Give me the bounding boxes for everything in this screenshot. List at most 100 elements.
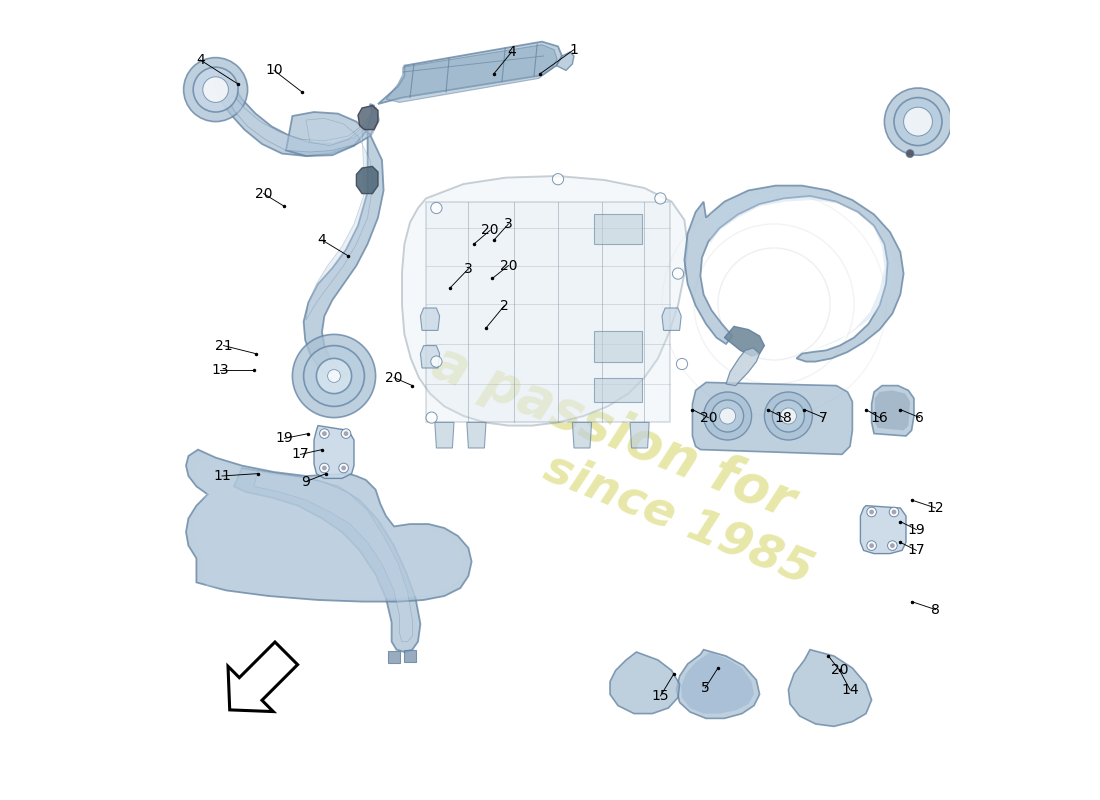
Text: 20: 20 xyxy=(830,663,848,678)
Circle shape xyxy=(867,507,877,517)
Circle shape xyxy=(552,174,563,185)
Polygon shape xyxy=(789,650,871,726)
Polygon shape xyxy=(402,176,688,426)
Polygon shape xyxy=(216,72,378,156)
Text: 4: 4 xyxy=(507,45,516,59)
Circle shape xyxy=(320,463,329,473)
Polygon shape xyxy=(710,187,895,350)
Circle shape xyxy=(869,510,874,514)
Polygon shape xyxy=(434,422,454,448)
Circle shape xyxy=(772,400,804,432)
Circle shape xyxy=(322,431,327,436)
Polygon shape xyxy=(860,506,906,554)
Circle shape xyxy=(764,392,813,440)
Text: 5: 5 xyxy=(701,681,710,695)
Text: 19: 19 xyxy=(275,431,294,446)
Circle shape xyxy=(906,150,914,158)
Polygon shape xyxy=(254,470,412,642)
Polygon shape xyxy=(234,468,420,652)
Circle shape xyxy=(712,400,744,432)
Polygon shape xyxy=(557,52,574,70)
Text: 14: 14 xyxy=(842,682,859,697)
Polygon shape xyxy=(306,118,373,320)
Circle shape xyxy=(320,429,329,438)
Circle shape xyxy=(293,334,375,418)
Polygon shape xyxy=(314,426,354,478)
Polygon shape xyxy=(572,422,592,448)
Text: 20: 20 xyxy=(499,258,517,273)
Polygon shape xyxy=(387,651,400,663)
Text: 7: 7 xyxy=(820,410,828,425)
Text: 1: 1 xyxy=(570,42,579,57)
Circle shape xyxy=(654,193,666,204)
Circle shape xyxy=(304,346,364,406)
Text: 4: 4 xyxy=(318,233,327,247)
Text: 10: 10 xyxy=(265,63,283,78)
Circle shape xyxy=(431,202,442,214)
Circle shape xyxy=(869,543,874,548)
Text: 15: 15 xyxy=(651,689,669,703)
Polygon shape xyxy=(186,450,472,602)
Polygon shape xyxy=(356,166,378,194)
Circle shape xyxy=(317,358,352,394)
Circle shape xyxy=(341,466,346,470)
Polygon shape xyxy=(286,112,384,378)
Text: 12: 12 xyxy=(927,501,945,515)
Circle shape xyxy=(719,408,736,424)
Text: 20: 20 xyxy=(385,370,403,385)
Text: 13: 13 xyxy=(211,362,229,377)
Text: 16: 16 xyxy=(871,410,889,425)
Circle shape xyxy=(676,358,688,370)
Polygon shape xyxy=(871,386,914,436)
Circle shape xyxy=(426,412,437,423)
Text: 6: 6 xyxy=(915,410,924,425)
Polygon shape xyxy=(684,186,903,362)
Polygon shape xyxy=(420,308,440,330)
Polygon shape xyxy=(662,308,681,330)
Circle shape xyxy=(888,541,898,550)
Circle shape xyxy=(672,268,683,279)
Polygon shape xyxy=(228,642,298,711)
Text: since 1985: since 1985 xyxy=(537,446,820,594)
Polygon shape xyxy=(676,650,760,718)
Circle shape xyxy=(892,510,896,514)
Circle shape xyxy=(894,98,942,146)
Text: 17: 17 xyxy=(908,543,925,558)
Polygon shape xyxy=(229,96,380,152)
Polygon shape xyxy=(358,106,378,130)
Circle shape xyxy=(184,58,248,122)
Circle shape xyxy=(202,77,229,102)
Text: 17: 17 xyxy=(292,447,309,462)
Text: 18: 18 xyxy=(774,410,792,425)
Circle shape xyxy=(704,392,751,440)
Polygon shape xyxy=(466,422,486,448)
Circle shape xyxy=(339,463,349,473)
Circle shape xyxy=(780,408,796,424)
Circle shape xyxy=(890,543,894,548)
Text: 3: 3 xyxy=(464,262,473,276)
Text: 4: 4 xyxy=(196,53,205,67)
Text: 2: 2 xyxy=(500,298,509,313)
Circle shape xyxy=(341,429,351,438)
Polygon shape xyxy=(386,45,558,102)
Polygon shape xyxy=(420,346,440,368)
Circle shape xyxy=(889,507,899,517)
Text: 3: 3 xyxy=(504,217,513,231)
Text: 21: 21 xyxy=(214,338,232,353)
Circle shape xyxy=(343,431,349,436)
Text: a passion for: a passion for xyxy=(426,336,803,528)
Circle shape xyxy=(431,356,442,367)
Polygon shape xyxy=(610,652,680,714)
Polygon shape xyxy=(426,202,670,422)
Text: 20: 20 xyxy=(482,223,498,238)
Circle shape xyxy=(194,67,238,112)
Polygon shape xyxy=(594,378,642,402)
Text: 20: 20 xyxy=(700,410,717,425)
Polygon shape xyxy=(726,348,760,386)
Text: 20: 20 xyxy=(255,186,273,201)
Polygon shape xyxy=(378,42,562,104)
Polygon shape xyxy=(404,650,417,662)
Text: 9: 9 xyxy=(301,474,310,489)
Polygon shape xyxy=(874,390,910,430)
Circle shape xyxy=(867,541,877,550)
